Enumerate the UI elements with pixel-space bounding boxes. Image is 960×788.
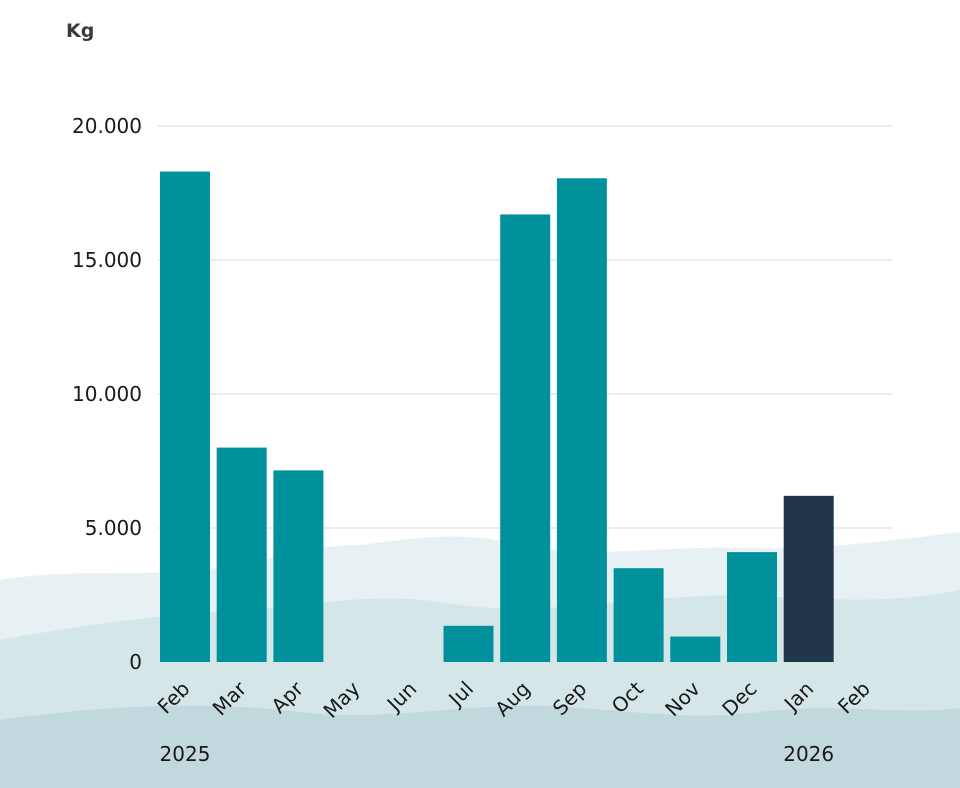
year-label: 2026 <box>783 742 834 766</box>
y-axis-tick-labels: 0 5.000 10.000 15.000 20.000 <box>72 114 142 674</box>
y-tick-label: 20.000 <box>72 114 142 138</box>
bar-jan-11 <box>783 495 834 662</box>
bar-feb-0 <box>160 171 210 662</box>
bar-oct-8 <box>613 568 664 662</box>
y-tick-label: 10.000 <box>72 382 142 406</box>
bar-jul-5 <box>443 625 494 662</box>
bar-sep-7 <box>556 178 607 662</box>
bar-nov-9 <box>670 636 721 662</box>
year-labels: 2025 2026 <box>160 742 835 766</box>
y-axis-unit-label: Kg <box>66 20 94 42</box>
bar-dec-10 <box>727 552 777 662</box>
y-tick-label: 0 <box>129 650 142 674</box>
y-tick-label: 15.000 <box>72 248 142 272</box>
bar-aug-6 <box>500 214 551 662</box>
bar-apr-2 <box>273 470 324 662</box>
y-tick-label: 5.000 <box>85 516 142 540</box>
bar-mar-1 <box>216 447 267 662</box>
bars <box>160 171 834 662</box>
year-label: 2025 <box>160 742 211 766</box>
hill-front <box>0 705 960 788</box>
